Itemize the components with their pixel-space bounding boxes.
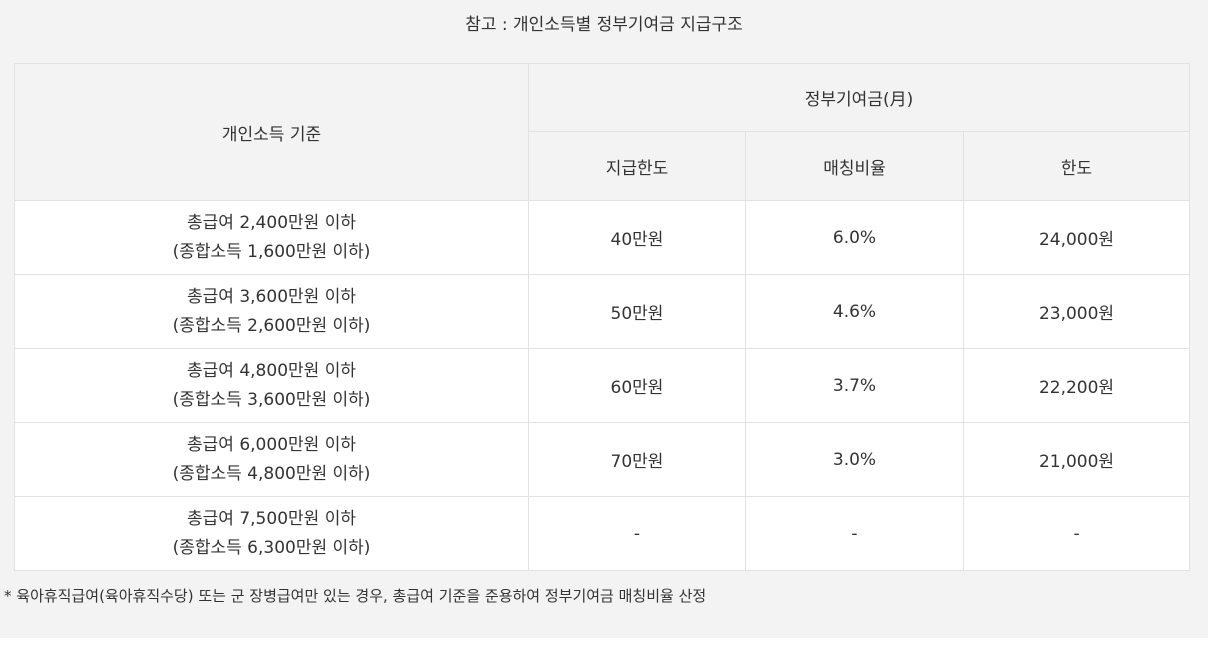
table-row: 총급여 6,000만원 이하 (종합소득 4,800만원 이하) 70만원 3.… — [14, 422, 1191, 497]
income-line-total: (종합소득 6,300만원 이하) — [172, 537, 371, 558]
header-payment-limit: 지급한도 — [528, 131, 746, 201]
table-caption: 참고 : 개인소득별 정부기여금 지급구조 — [465, 15, 743, 35]
income-cell: 총급여 3,600만원 이하 (종합소득 2,600만원 이하) — [14, 274, 529, 349]
limit-cell: 23,000원 — [962, 274, 1191, 349]
matching-ratio-cell: 4.6% — [745, 274, 964, 349]
matching-ratio-cell: 6.0% — [745, 200, 964, 275]
income-line-total: (종합소득 1,600만원 이하) — [172, 241, 371, 262]
payment-limit-cell: - — [528, 496, 746, 571]
bottom-strip — [0, 638, 1208, 646]
header-income-basis: 개인소득 기준 — [14, 63, 529, 201]
payment-limit-cell: 50만원 — [528, 274, 746, 349]
income-line-gross: 총급여 6,000만원 이하 — [187, 434, 356, 455]
header-matching-ratio: 매칭비율 — [745, 131, 964, 201]
income-line-total: (종합소득 4,800만원 이하) — [172, 463, 371, 484]
income-cell: 총급여 4,800만원 이하 (종합소득 3,600만원 이하) — [14, 348, 529, 423]
limit-cell: 21,000원 — [962, 422, 1191, 497]
header-gov-contribution: 정부기여금(月) — [527, 63, 1191, 132]
income-cell: 총급여 7,500만원 이하 (종합소득 6,300만원 이하) — [14, 496, 529, 571]
table-row: 총급여 3,600만원 이하 (종합소득 2,600만원 이하) 50만원 4.… — [14, 274, 1191, 349]
income-line-gross: 총급여 4,800만원 이하 — [187, 360, 356, 381]
income-line-gross: 총급여 2,400만원 이하 — [187, 212, 356, 233]
contribution-table: 개인소득 기준 정부기여금(月) 지급한도 매칭비율 한도 총급여 2,400만… — [14, 63, 1191, 571]
income-line-total: (종합소득 2,600만원 이하) — [172, 315, 371, 336]
income-line-gross: 총급여 7,500만원 이하 — [187, 508, 356, 529]
matching-ratio-cell: 3.0% — [745, 422, 964, 497]
table-row: 총급여 4,800만원 이하 (종합소득 3,600만원 이하) 60만원 3.… — [14, 348, 1191, 423]
payment-limit-cell: 70만원 — [528, 422, 746, 497]
income-line-total: (종합소득 3,600만원 이하) — [172, 389, 371, 410]
income-cell: 총급여 2,400만원 이하 (종합소득 1,600만원 이하) — [14, 200, 529, 275]
limit-cell: 24,000원 — [962, 200, 1191, 275]
matching-ratio-cell: 3.7% — [745, 348, 964, 423]
table-row: 총급여 7,500만원 이하 (종합소득 6,300만원 이하) - - - — [14, 496, 1191, 571]
income-line-gross: 총급여 3,600만원 이하 — [187, 286, 356, 307]
footnote: * 육아휴직급여(육아휴직수당) 또는 군 장병급여만 있는 경우, 총급여 기… — [4, 587, 707, 605]
payment-limit-cell: 40만원 — [528, 200, 746, 275]
limit-cell: 22,200원 — [962, 348, 1191, 423]
payment-limit-cell: 60만원 — [528, 348, 746, 423]
matching-ratio-cell: - — [745, 496, 964, 571]
table-row: 총급여 2,400만원 이하 (종합소득 1,600만원 이하) 40만원 6.… — [14, 200, 1191, 275]
limit-cell: - — [962, 496, 1191, 571]
income-cell: 총급여 6,000만원 이하 (종합소득 4,800만원 이하) — [14, 422, 529, 497]
header-limit: 한도 — [962, 131, 1191, 201]
